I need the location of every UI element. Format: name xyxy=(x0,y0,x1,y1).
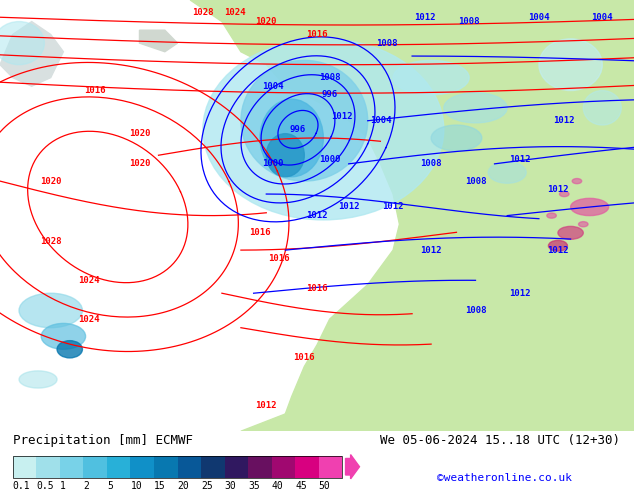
Ellipse shape xyxy=(571,198,609,216)
Text: 1016: 1016 xyxy=(306,30,328,39)
Polygon shape xyxy=(0,22,63,86)
Text: 1012: 1012 xyxy=(547,245,569,255)
Ellipse shape xyxy=(260,99,323,177)
Text: 35: 35 xyxy=(248,481,260,490)
Text: 1012: 1012 xyxy=(509,289,531,298)
Polygon shape xyxy=(139,30,178,52)
Text: 20: 20 xyxy=(178,481,190,490)
Ellipse shape xyxy=(431,125,482,151)
Text: 1012: 1012 xyxy=(420,245,442,255)
Text: 50: 50 xyxy=(319,481,330,490)
Text: 1012: 1012 xyxy=(256,401,277,410)
Text: 1008: 1008 xyxy=(319,73,340,82)
Text: 1008: 1008 xyxy=(376,39,398,48)
Text: 1012: 1012 xyxy=(382,202,404,212)
Text: 1016: 1016 xyxy=(268,254,290,263)
Text: 1020: 1020 xyxy=(40,176,61,186)
Text: 1016: 1016 xyxy=(306,284,328,294)
Text: 1000: 1000 xyxy=(262,159,283,169)
Text: 1012: 1012 xyxy=(547,185,569,194)
Text: 1000: 1000 xyxy=(319,155,340,164)
Ellipse shape xyxy=(241,60,368,181)
Ellipse shape xyxy=(19,371,57,388)
Text: 2: 2 xyxy=(83,481,89,490)
Text: 1024: 1024 xyxy=(78,276,100,285)
Ellipse shape xyxy=(444,93,507,123)
Text: 1: 1 xyxy=(60,481,66,490)
Text: 1004: 1004 xyxy=(528,13,550,22)
Text: 996: 996 xyxy=(290,125,306,134)
Text: 1024: 1024 xyxy=(78,315,100,323)
Text: 1008: 1008 xyxy=(458,17,480,26)
Text: 40: 40 xyxy=(272,481,283,490)
Text: 1012: 1012 xyxy=(414,13,436,22)
Text: 1012: 1012 xyxy=(306,211,328,220)
Text: 45: 45 xyxy=(295,481,307,490)
Ellipse shape xyxy=(488,162,526,183)
Text: 1028: 1028 xyxy=(192,8,214,18)
Ellipse shape xyxy=(578,221,588,227)
Text: 1004: 1004 xyxy=(262,82,283,91)
Text: 1024: 1024 xyxy=(224,8,245,18)
Text: 1012: 1012 xyxy=(338,202,359,212)
Text: 996: 996 xyxy=(321,90,338,99)
Text: 1016: 1016 xyxy=(294,353,315,363)
Text: 25: 25 xyxy=(201,481,213,490)
Text: Precipitation [mm] ECMWF: Precipitation [mm] ECMWF xyxy=(13,434,193,447)
Text: 10: 10 xyxy=(131,481,142,490)
Ellipse shape xyxy=(19,293,82,328)
Text: 15: 15 xyxy=(154,481,165,490)
Text: 1020: 1020 xyxy=(129,159,150,169)
Text: 5: 5 xyxy=(107,481,113,490)
Text: 1012: 1012 xyxy=(509,155,531,164)
Text: 1008: 1008 xyxy=(420,159,442,169)
Ellipse shape xyxy=(547,213,557,218)
Ellipse shape xyxy=(572,178,582,184)
Text: 1004: 1004 xyxy=(370,116,391,125)
Text: 1016: 1016 xyxy=(249,228,271,237)
Polygon shape xyxy=(241,388,444,431)
Text: ©weatheronline.co.uk: ©weatheronline.co.uk xyxy=(437,473,573,483)
Text: 1020: 1020 xyxy=(129,129,150,138)
Ellipse shape xyxy=(41,323,86,349)
Ellipse shape xyxy=(559,192,569,196)
Text: 1008: 1008 xyxy=(465,176,486,186)
Text: 1008: 1008 xyxy=(465,306,486,315)
Text: 30: 30 xyxy=(224,481,236,490)
Ellipse shape xyxy=(203,39,444,220)
Ellipse shape xyxy=(0,22,44,65)
Ellipse shape xyxy=(266,134,304,177)
Ellipse shape xyxy=(583,91,621,125)
Text: 0.1: 0.1 xyxy=(13,481,30,490)
Text: 1028: 1028 xyxy=(40,237,61,246)
Text: 1012: 1012 xyxy=(332,112,353,121)
Text: We 05-06-2024 15..18 UTC (12+30): We 05-06-2024 15..18 UTC (12+30) xyxy=(380,434,621,447)
Polygon shape xyxy=(190,0,634,431)
Text: 1016: 1016 xyxy=(84,86,106,95)
Text: 1004: 1004 xyxy=(592,13,613,22)
Ellipse shape xyxy=(539,39,602,91)
Ellipse shape xyxy=(393,60,469,95)
Text: 0.5: 0.5 xyxy=(36,481,54,490)
Ellipse shape xyxy=(558,226,583,239)
Text: 1020: 1020 xyxy=(256,17,277,26)
Ellipse shape xyxy=(548,241,567,251)
Text: 1012: 1012 xyxy=(553,116,575,125)
Ellipse shape xyxy=(57,341,82,358)
